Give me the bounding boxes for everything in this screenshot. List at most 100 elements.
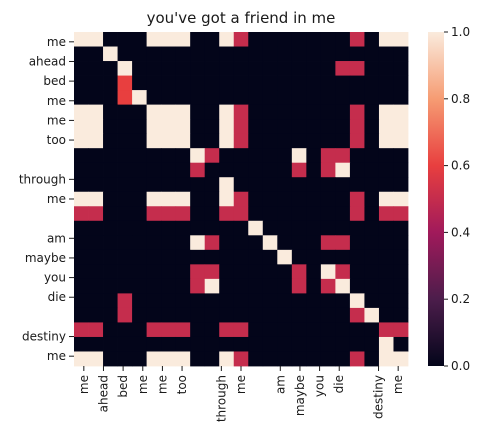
heatmap-cell [306,133,322,149]
heatmap-cell [117,336,133,352]
heatmap-cell [204,133,220,149]
heatmap-cell [88,46,104,62]
heatmap-cell [175,235,191,251]
heatmap-cell [190,46,206,62]
heatmap-cell [117,104,133,120]
heatmap-cell [291,322,307,338]
heatmap-cell [364,206,380,222]
heatmap-cell [175,119,191,135]
heatmap-cell [161,206,177,222]
x-tick-label: you [313,375,327,397]
heatmap-cell [219,322,235,338]
heatmap-cell [306,191,322,207]
heatmap-cell [320,264,336,280]
heatmap-cell [103,119,118,135]
heatmap-cell [219,351,235,367]
heatmap-cell [204,293,220,309]
heatmap-cell [204,322,220,338]
heatmap-cell [132,249,148,265]
heatmap-cell [306,351,322,367]
heatmap-cell [233,32,249,47]
heatmap-cell [378,148,394,164]
heatmap-cell [103,278,118,294]
heatmap-cell [161,249,177,265]
heatmap-cell [175,104,191,120]
heatmap-cell [146,206,162,222]
heatmap-cell [190,293,206,309]
x-tick-label: maybe [293,375,307,416]
heatmap-cell [103,32,118,47]
heatmap-cell [161,235,177,251]
heatmap-cell [233,278,249,294]
heatmap-cell [88,336,104,352]
heatmap-cell [291,75,307,91]
heatmap-cell [262,249,278,265]
heatmap-cell [103,322,118,338]
heatmap-cell [306,235,322,251]
heatmap-cell [291,119,307,135]
heatmap-cell [248,119,264,135]
heatmap-cell [175,75,191,91]
heatmap-cell [335,104,351,120]
heatmap-cell [335,351,351,367]
heatmap-cell [103,264,118,280]
heatmap-cell [204,90,220,106]
heatmap-cell [306,307,322,323]
heatmap-cell [335,32,351,47]
heatmap-cell [291,336,307,352]
y-axis: me ahead bed me me too through me am maybe you die d… [19,35,74,363]
heatmap-cell [349,177,365,193]
heatmap-cell [277,249,293,265]
heatmap-cell [335,61,351,76]
heatmap-cell [248,249,264,265]
heatmap-cell [277,191,293,207]
heatmap-cell [161,264,177,280]
heatmap-cell [103,220,118,236]
heatmap-cell [262,235,278,251]
chart-title: you've got a friend in me [147,9,336,27]
heatmap-cell [320,351,336,367]
heatmap-cell [117,351,133,367]
heatmap-cell [233,90,249,106]
y-tick-label: me [47,349,66,363]
heatmap-cell [132,220,148,236]
heatmap-cell [306,293,322,309]
heatmap-cell [393,90,409,106]
heatmap-cell [161,293,177,309]
heatmap-cell [204,61,220,76]
heatmap-cell [204,220,220,236]
heatmap-cell [378,293,394,309]
heatmap-cell [364,148,380,164]
heatmap-cell [161,119,177,135]
heatmap-cell [349,336,365,352]
heatmap-cell [103,177,118,193]
heatmap-cell [248,351,264,367]
heatmap-cell [335,119,351,135]
heatmap-cell [378,162,394,178]
heatmap-cell [320,148,336,164]
heatmap-cell [291,177,307,193]
heatmap-cell [306,75,322,91]
heatmap-cell [175,133,191,149]
heatmap-cell [190,119,206,135]
heatmap-cell [349,307,365,323]
heatmap-cell [132,264,148,280]
heatmap-cell [262,307,278,323]
heatmap-cell [117,162,133,178]
heatmap-cell [320,90,336,106]
heatmap-cell [262,90,278,106]
heatmap-cell [320,177,336,193]
heatmap-cell [378,264,394,280]
heatmap-cell [175,90,191,106]
heatmap-cell [248,177,264,193]
heatmap-cell [378,119,394,135]
heatmap-cell [364,162,380,178]
heatmap-cell [132,293,148,309]
colorbar-tick-label: 0.8 [451,92,470,106]
heatmap-cell [335,264,351,280]
heatmap-cell [132,322,148,338]
heatmap-cell [146,293,162,309]
heatmap-cell [262,264,278,280]
heatmap-cell [378,32,394,47]
heatmap-cell [88,75,104,91]
